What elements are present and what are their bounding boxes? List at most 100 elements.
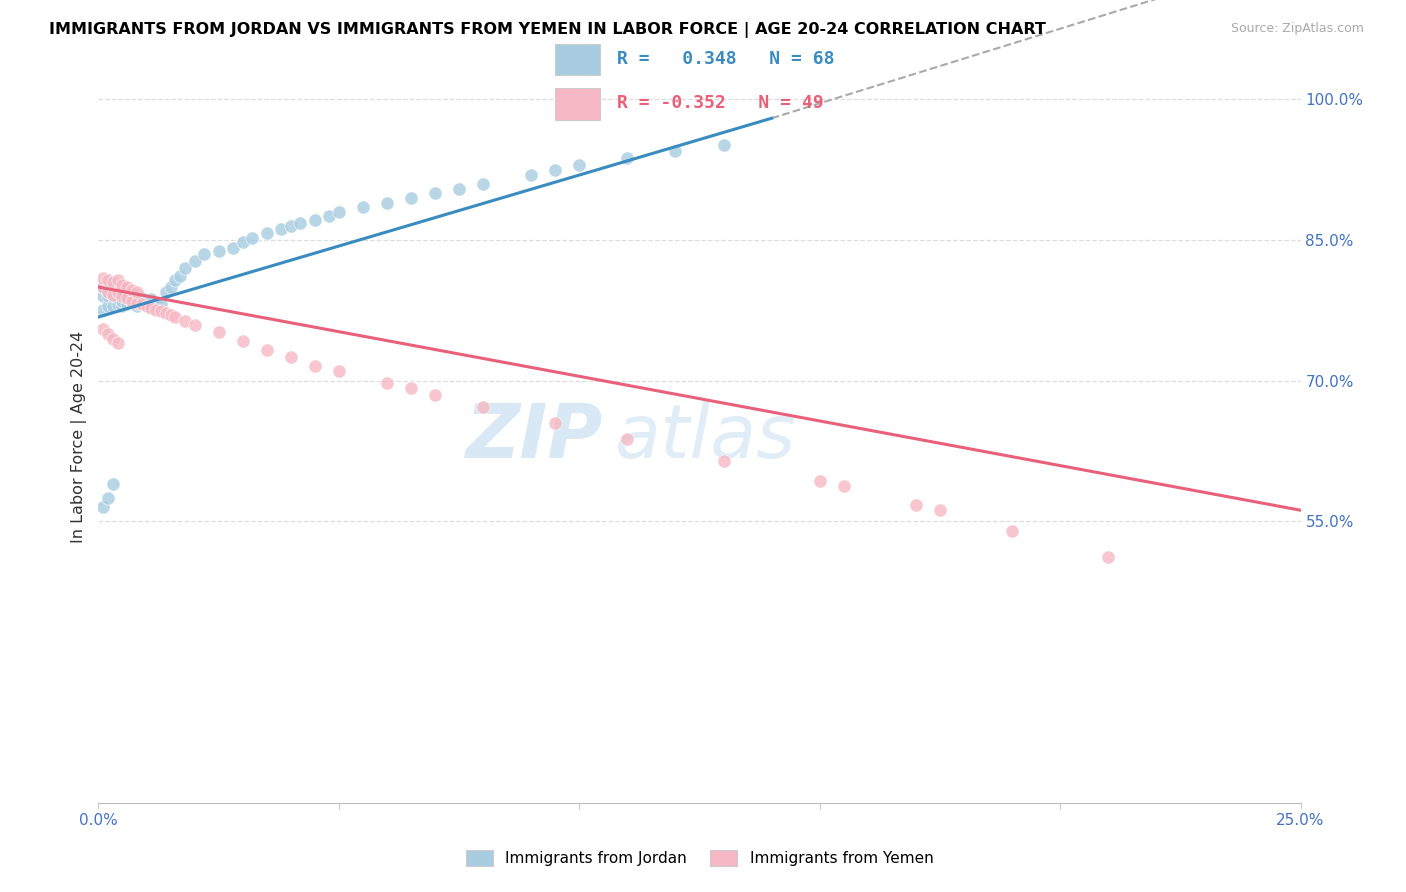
Point	[101, 299, 124, 313]
Point	[97, 285, 120, 299]
Point	[131, 291, 153, 305]
Point	[165, 272, 187, 286]
Point	[107, 291, 129, 305]
Point	[159, 280, 181, 294]
Point	[472, 177, 495, 191]
Point	[135, 299, 157, 313]
Point	[125, 285, 148, 299]
Point	[97, 299, 120, 313]
Point	[664, 144, 686, 158]
Point	[117, 286, 139, 301]
Point	[91, 280, 114, 294]
Point	[121, 283, 143, 297]
Point	[117, 297, 139, 311]
Point	[280, 351, 302, 365]
Point	[97, 326, 120, 341]
Point	[423, 388, 446, 402]
Point	[232, 334, 254, 349]
Point	[107, 285, 129, 299]
Point	[1097, 550, 1119, 565]
Point	[447, 181, 470, 195]
Point	[520, 168, 543, 182]
Point	[399, 191, 422, 205]
Point	[107, 272, 129, 286]
Point	[117, 280, 139, 294]
Point	[125, 294, 148, 309]
Point	[328, 205, 350, 219]
Text: Source: ZipAtlas.com: Source: ZipAtlas.com	[1230, 22, 1364, 36]
Point	[544, 416, 567, 430]
Point	[222, 241, 245, 255]
Point	[159, 308, 181, 322]
Point	[240, 231, 263, 245]
Y-axis label: In Labor Force | Age 20-24: In Labor Force | Age 20-24	[72, 331, 87, 543]
Point	[568, 158, 591, 172]
Point	[616, 151, 638, 165]
Point	[107, 285, 129, 299]
Point	[91, 303, 114, 318]
Point	[101, 276, 124, 290]
Point	[808, 474, 831, 488]
Point	[101, 477, 124, 491]
FancyBboxPatch shape	[555, 44, 600, 76]
Point	[328, 364, 350, 378]
Point	[125, 296, 148, 310]
Point	[169, 268, 191, 283]
Point	[101, 280, 124, 294]
Point	[121, 294, 143, 309]
Point	[111, 278, 134, 293]
Point	[131, 297, 153, 311]
Point	[375, 376, 398, 390]
Point	[97, 276, 120, 290]
Point	[174, 261, 197, 276]
Point	[165, 310, 187, 324]
Point	[101, 287, 124, 301]
Text: R =   0.348   N = 68: R = 0.348 N = 68	[617, 51, 835, 69]
Point	[375, 195, 398, 210]
Point	[111, 289, 134, 303]
Point	[423, 186, 446, 201]
Point	[121, 296, 143, 310]
Point	[91, 289, 114, 303]
Text: atlas: atlas	[616, 401, 797, 473]
Point	[145, 302, 167, 317]
Point	[121, 286, 143, 301]
Point	[135, 294, 157, 309]
Point	[101, 285, 124, 299]
Text: ZIP: ZIP	[465, 401, 603, 474]
Point	[107, 336, 129, 351]
Point	[352, 200, 374, 214]
Point	[928, 503, 950, 517]
Point	[101, 332, 124, 346]
Point	[1001, 524, 1024, 538]
Point	[904, 498, 927, 512]
Point	[91, 280, 114, 294]
Point	[97, 272, 120, 286]
Point	[111, 286, 134, 301]
Point	[111, 299, 134, 313]
Point	[107, 297, 129, 311]
Point	[125, 299, 148, 313]
Point	[256, 343, 278, 357]
Legend: Immigrants from Jordan, Immigrants from Yemen: Immigrants from Jordan, Immigrants from …	[460, 844, 939, 872]
Point	[149, 297, 172, 311]
Point	[713, 137, 735, 152]
Text: R = -0.352   N = 49: R = -0.352 N = 49	[617, 94, 824, 112]
Text: IMMIGRANTS FROM JORDAN VS IMMIGRANTS FROM YEMEN IN LABOR FORCE | AGE 20-24 CORRE: IMMIGRANTS FROM JORDAN VS IMMIGRANTS FRO…	[49, 22, 1046, 38]
Point	[131, 297, 153, 311]
Point	[208, 244, 231, 259]
Point	[616, 432, 638, 446]
Point	[232, 235, 254, 249]
Point	[280, 219, 302, 233]
Point	[832, 479, 855, 493]
Point	[111, 280, 134, 294]
Point	[208, 325, 231, 339]
Point	[91, 500, 114, 515]
Point	[304, 359, 326, 373]
Point	[544, 162, 567, 177]
Point	[91, 322, 114, 336]
Point	[149, 304, 172, 318]
Point	[145, 296, 167, 310]
Point	[256, 226, 278, 240]
Point	[155, 285, 177, 299]
